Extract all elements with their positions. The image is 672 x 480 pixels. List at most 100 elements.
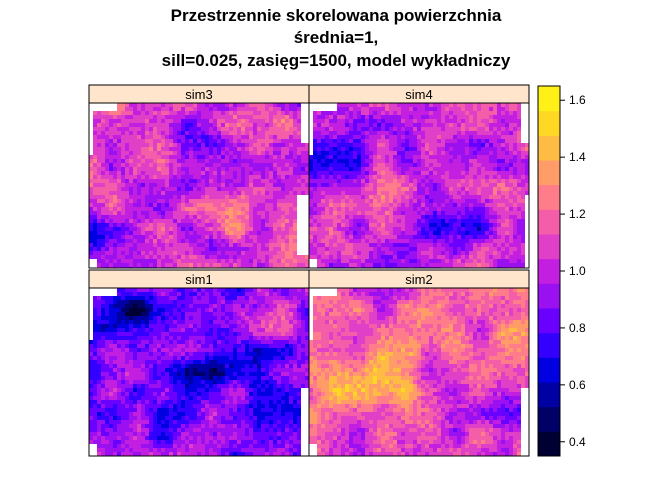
heatmap-cell (369, 251, 373, 255)
heatmap-cell (269, 219, 273, 223)
heatmap-cell (341, 163, 345, 167)
heatmap-cell (189, 235, 193, 239)
heatmap-cell (229, 324, 233, 328)
heatmap-cell (485, 107, 489, 111)
heatmap-cell (265, 111, 269, 115)
heatmap-cell (249, 300, 253, 304)
heatmap-cell (277, 215, 281, 219)
heatmap-cell (329, 263, 333, 267)
heatmap-cell (357, 215, 361, 219)
heatmap-cell (293, 127, 297, 131)
heatmap-cell (225, 207, 229, 211)
heatmap-cell (97, 199, 101, 203)
heatmap-cell (361, 247, 365, 251)
heatmap-cell (257, 199, 261, 203)
heatmap-cell (409, 203, 413, 207)
heatmap-cell (277, 167, 281, 171)
heatmap-cell (481, 115, 485, 119)
heatmap-cell (365, 239, 369, 243)
heatmap-cell (297, 107, 301, 111)
heatmap-cell (461, 215, 465, 219)
heatmap-cell (345, 199, 349, 203)
heatmap-cell (245, 300, 249, 304)
heatmap-cell (217, 143, 221, 147)
heatmap-cell (521, 163, 525, 167)
heatmap-cell (177, 211, 181, 215)
heatmap-cell (461, 107, 465, 111)
heatmap-cell (221, 111, 225, 115)
heatmap-cell (401, 255, 405, 259)
heatmap-cell (137, 308, 141, 312)
heatmap-cell (421, 227, 425, 231)
heatmap-cell (205, 171, 209, 175)
heatmap-cell (237, 239, 241, 243)
heatmap-cell (481, 131, 485, 135)
heatmap-cell (505, 263, 509, 267)
heatmap-cell (385, 151, 389, 155)
heatmap-cell (237, 183, 241, 187)
heatmap-cell (509, 215, 513, 219)
heatmap-cell (329, 191, 333, 195)
heatmap-cell (157, 324, 161, 328)
heatmap-cell (337, 227, 341, 231)
heatmap-cell (173, 255, 177, 259)
heatmap-cell (97, 300, 101, 304)
heatmap-cell (429, 219, 433, 223)
heatmap-cell (401, 219, 405, 223)
heatmap-cell (117, 215, 121, 219)
heatmap-cell (373, 211, 377, 215)
heatmap-cell (489, 127, 493, 131)
heatmap-cell (197, 107, 201, 111)
heatmap-cell (349, 107, 353, 111)
heatmap-cell (273, 183, 277, 187)
heatmap-cell (173, 115, 177, 119)
heatmap-cell (369, 243, 373, 247)
heatmap-cell (425, 139, 429, 143)
heatmap-cell (193, 300, 197, 304)
heatmap-cell (101, 300, 105, 304)
heatmap-cell (513, 151, 517, 155)
heatmap-cell (157, 123, 161, 127)
heatmap-cell (441, 171, 445, 175)
heatmap-cell (165, 127, 169, 131)
heatmap-cell (521, 155, 525, 159)
heatmap-cell (381, 119, 385, 123)
heatmap-cell (209, 171, 213, 175)
heatmap-cell (509, 127, 513, 131)
heatmap-cell (445, 227, 449, 231)
heatmap-cell (189, 203, 193, 207)
heatmap-cell (229, 175, 233, 179)
heatmap-cell (429, 247, 433, 251)
heatmap-cell (137, 292, 141, 296)
heatmap-cell (317, 179, 321, 183)
heatmap-cell (157, 223, 161, 227)
heatmap-cell (249, 155, 253, 159)
heatmap-cell (397, 247, 401, 251)
heatmap-cell (125, 167, 129, 171)
heatmap-cell (257, 151, 261, 155)
heatmap-cell (321, 171, 325, 175)
heatmap-cell (221, 223, 225, 227)
heatmap-cell (165, 175, 169, 179)
heatmap-cell (417, 119, 421, 123)
heatmap-cell (185, 292, 189, 296)
heatmap-cell (277, 131, 281, 135)
heatmap-cell (133, 171, 137, 175)
heatmap-cell (325, 211, 329, 215)
heatmap-cell (185, 288, 189, 292)
heatmap-cell (277, 324, 281, 328)
heatmap-cell (101, 163, 105, 167)
heatmap-cell (229, 167, 233, 171)
heatmap-cell (157, 300, 161, 304)
heatmap-cell (501, 107, 505, 111)
heatmap-cell (177, 207, 181, 211)
heatmap-cell (205, 127, 209, 131)
heatmap-cell (441, 163, 445, 167)
heatmap-cell (269, 300, 273, 304)
heatmap-cell (445, 115, 449, 119)
heatmap-cell (465, 127, 469, 131)
heatmap-cell (325, 227, 329, 231)
heatmap-cell (201, 115, 205, 119)
heatmap-cell (341, 147, 345, 151)
heatmap-cell (209, 199, 213, 203)
